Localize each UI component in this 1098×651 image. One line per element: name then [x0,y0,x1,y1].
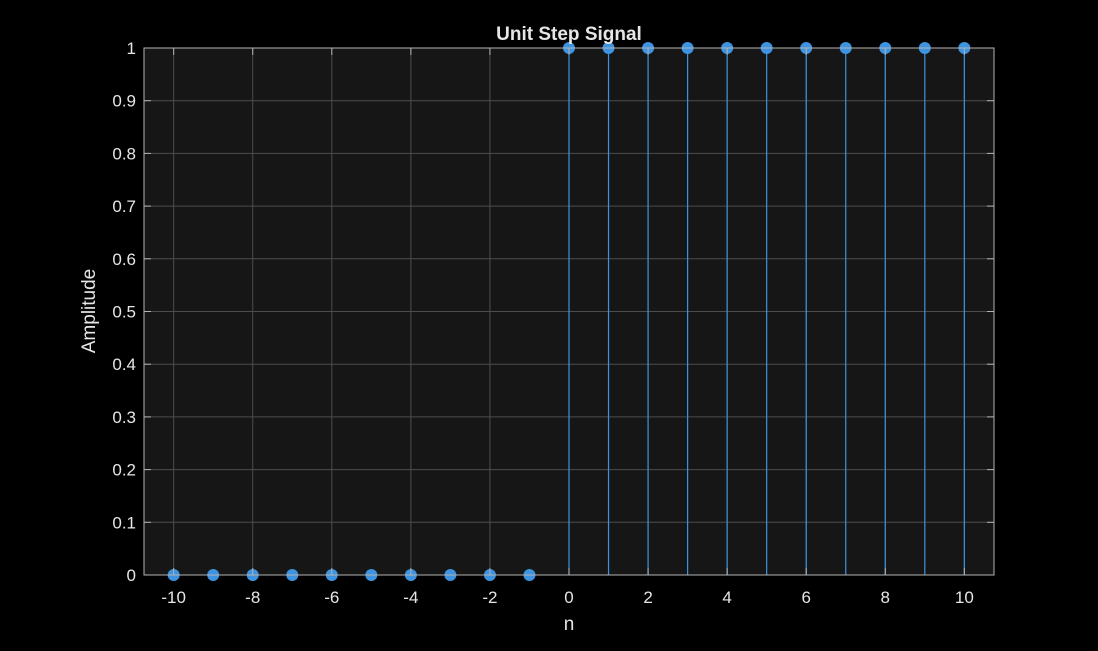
y-tick-label: 0.6 [112,250,136,269]
x-tick-label: -10 [161,588,186,607]
y-tick-label: 0 [127,566,136,585]
x-tick-label: -2 [482,588,497,607]
x-tick-label: 10 [955,588,974,607]
y-tick-label: 0.5 [112,303,136,322]
axis-ticks [144,47,994,576]
y-tick-label: 0.9 [112,92,136,111]
x-tick-label: 4 [722,588,731,607]
y-tick-label: 0.1 [112,513,136,532]
x-axis-label: n [564,614,575,635]
x-tick-label: -6 [324,588,339,607]
y-tick-label: 1 [127,39,136,58]
y-tick-label: 0.3 [112,408,136,427]
x-tick-label: 6 [801,588,810,607]
x-tick-label: 2 [643,588,652,607]
y-tick-label: 0.7 [112,197,136,216]
x-tick-label: 0 [564,588,573,607]
chart-title: Unit Step Signal [496,24,642,45]
tick-labels: -10 -8 -6 -4 -2 0 2 4 6 8 10 0 0.1 0.2 0.3 0.4 0.5 0.6 0.7… [112,39,973,607]
y-tick-label: 0.4 [112,355,136,374]
x-tick-label: -8 [245,588,260,607]
y-tick-label: 0.2 [112,461,136,480]
y-axis-label: Amplitude [79,269,100,354]
stem-series [167,42,971,581]
x-tick-label: 8 [881,588,890,607]
x-tick-label: -4 [403,588,418,607]
y-tick-label: 0.8 [112,144,136,163]
